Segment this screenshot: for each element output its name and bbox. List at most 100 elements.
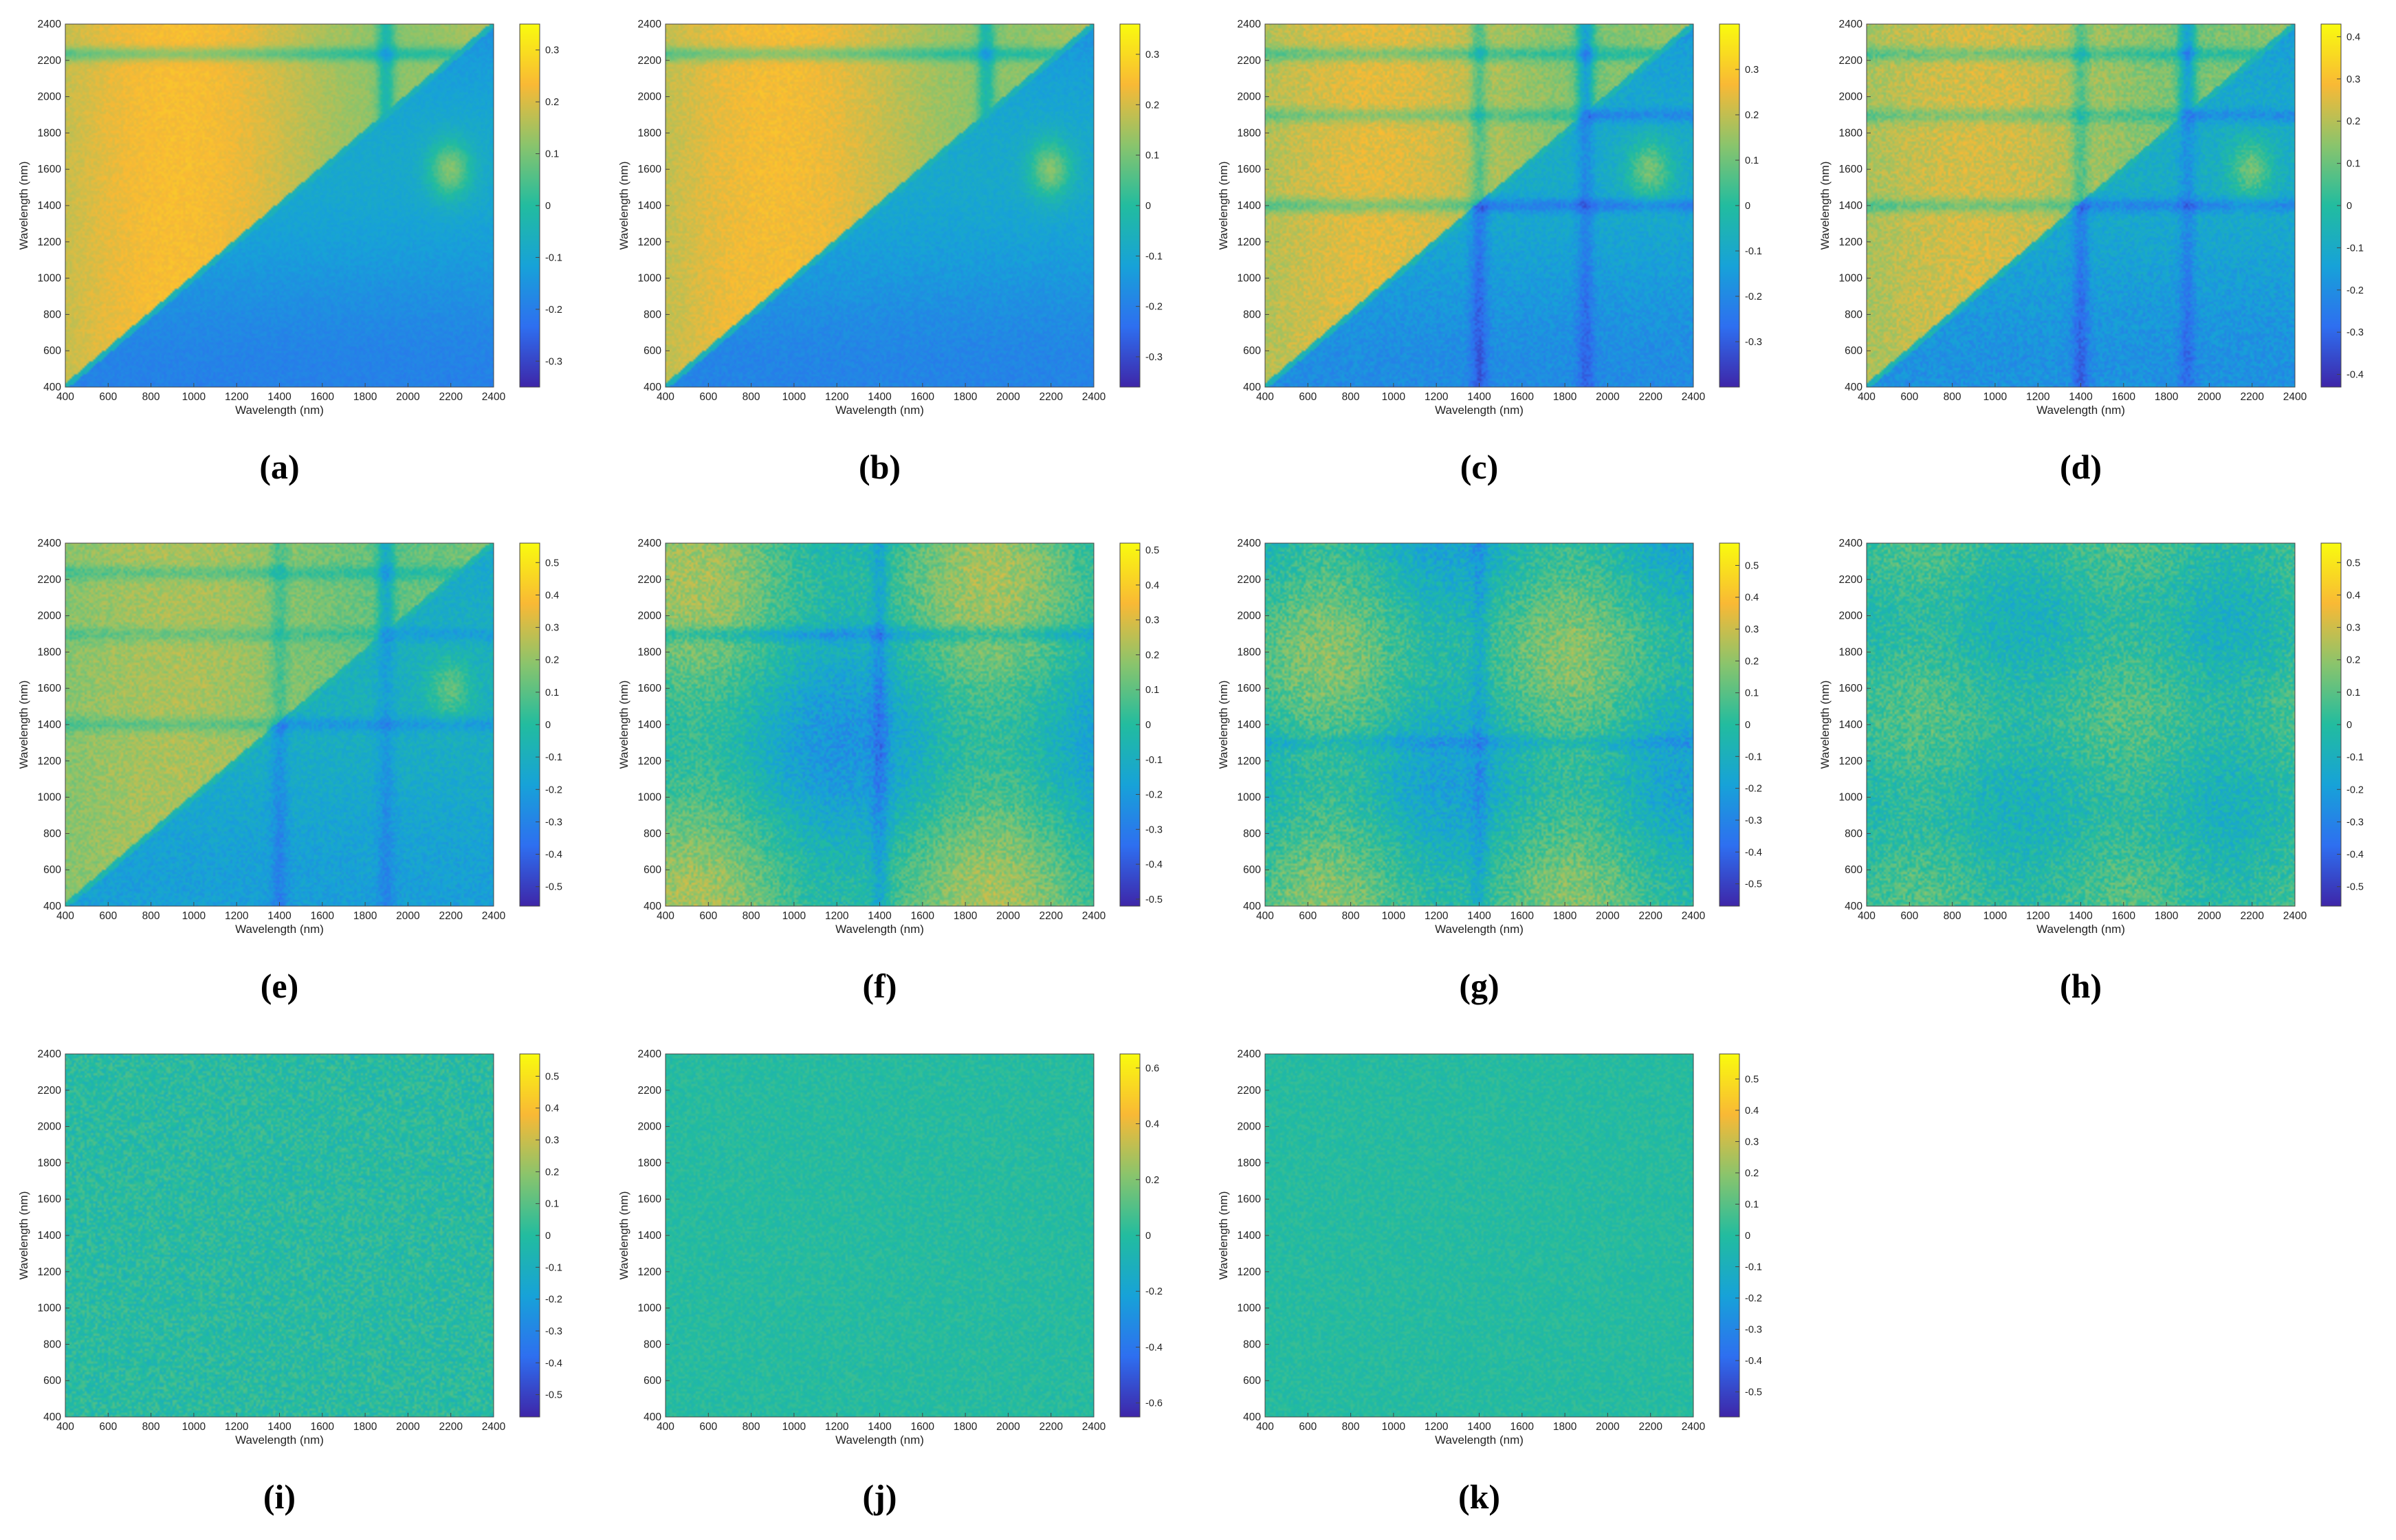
colorbar-tick-label: 0.2 xyxy=(1145,1175,1159,1186)
chart-panel-1: 400 600 800 1000 1200 1400 1600 1800 2000 2200 240… xyxy=(17,19,562,486)
y-tick-label: 1800 xyxy=(1238,127,1262,139)
y-tick-label: 1400 xyxy=(38,1230,62,1242)
x-axis-label: Wavelength (nm) xyxy=(235,404,324,417)
y-tick-label: 1200 xyxy=(1839,756,1863,767)
colorbar-tick-label: 0 xyxy=(1145,201,1151,212)
colorbar-tick-label: -0.3 xyxy=(1745,337,1762,348)
colorbar-tick-label: 0.1 xyxy=(1145,151,1159,162)
x-tick-label: 2200 xyxy=(439,1421,463,1433)
x-tick-label: 600 xyxy=(1299,910,1317,922)
y-tick-label: 2000 xyxy=(1839,610,1863,622)
colorbar-tick-label: 0.2 xyxy=(1745,1168,1759,1179)
y-tick-label: 2200 xyxy=(638,55,662,67)
x-tick-label: 1600 xyxy=(311,1421,335,1433)
x-tick-label: 1400 xyxy=(868,1421,892,1433)
colorbar-tick-label: 0.3 xyxy=(1145,50,1159,60)
y-tick-label: 1600 xyxy=(638,164,662,175)
y-tick-label: 400 xyxy=(644,901,661,912)
colorbar-tick-label: 0 xyxy=(1745,1231,1750,1242)
y-tick-label: 1400 xyxy=(1238,200,1262,212)
y-tick-label: 1600 xyxy=(1839,164,1863,175)
y-axis-label: Wavelength (nm) xyxy=(1818,681,1832,769)
y-tick-label: 1000 xyxy=(1238,1303,1262,1314)
x-tick-label: 1600 xyxy=(911,1421,935,1433)
colorbar-tick-label: 0.2 xyxy=(1745,656,1759,667)
colorbar-tick-label: -0.2 xyxy=(1745,292,1762,302)
colorbar-tick-label: -0.3 xyxy=(2346,327,2364,338)
y-tick-label: 1600 xyxy=(638,1194,662,1205)
y-tick-label: 800 xyxy=(1845,828,1862,839)
y-tick-label: 1400 xyxy=(1839,719,1863,731)
y-tick-label: 2400 xyxy=(638,1048,662,1060)
x-tick-label: 400 xyxy=(1256,1421,1274,1433)
y-tick-label: 1000 xyxy=(38,1303,62,1314)
x-tick-label: 1200 xyxy=(825,391,849,403)
colorbar-tick-label: 0.2 xyxy=(1145,100,1159,111)
y-tick-label: 1600 xyxy=(638,683,662,694)
y-tick-label: 800 xyxy=(1845,309,1862,320)
y-tick-label: 600 xyxy=(43,1375,61,1387)
x-tick-label: 2000 xyxy=(2197,910,2221,922)
x-tick-label: 2200 xyxy=(1039,1421,1063,1433)
x-tick-label: 400 xyxy=(657,391,674,403)
y-tick-label: 400 xyxy=(1243,382,1261,393)
colorbar-tick-label: -0.5 xyxy=(2346,882,2364,893)
y-tick-label: 2400 xyxy=(1839,538,1863,549)
x-tick-label: 2200 xyxy=(1039,391,1063,403)
y-tick-label: 2200 xyxy=(638,574,662,586)
x-tick-label: 2000 xyxy=(2197,391,2221,403)
x-tick-label: 600 xyxy=(99,910,117,922)
colorbar-tick-label: -0.4 xyxy=(2346,370,2364,381)
y-tick-label: 1400 xyxy=(638,1230,662,1242)
y-axis-label: Wavelength (nm) xyxy=(1818,162,1832,250)
y-tick-label: 600 xyxy=(1243,345,1261,357)
y-tick-label: 2200 xyxy=(1839,574,1863,586)
y-tick-label: 1800 xyxy=(1238,646,1262,658)
colorbar-tick-label: -0.1 xyxy=(1745,246,1762,257)
colorbar-tick-label: 0 xyxy=(2346,201,2352,212)
x-tick-label: 2000 xyxy=(996,1421,1020,1433)
y-tick-label: 1800 xyxy=(38,127,62,139)
x-tick-label: 1800 xyxy=(2155,910,2179,922)
y-tick-label: 2000 xyxy=(638,91,662,103)
x-tick-label: 1200 xyxy=(825,910,849,922)
colorbar-tick-label: 0.5 xyxy=(545,558,559,569)
x-tick-label: 1000 xyxy=(182,1421,206,1433)
x-tick-label: 800 xyxy=(743,391,760,403)
x-tick-label: 1400 xyxy=(1467,910,1491,922)
x-tick-label: 1800 xyxy=(1553,1421,1577,1433)
y-tick-label: 2400 xyxy=(638,538,662,549)
colorbar-tick-label: 0.1 xyxy=(545,1199,559,1210)
colorbar-tick-label: 0.2 xyxy=(2346,655,2360,666)
y-tick-label: 400 xyxy=(43,1411,61,1423)
colorbar-tick-label: 0.3 xyxy=(2346,74,2360,85)
x-tick-label: 800 xyxy=(1342,391,1360,403)
x-tick-label: 1400 xyxy=(2069,391,2093,403)
colorbar-tick-label: 0.1 xyxy=(2346,688,2360,698)
colorbar-tick-label: -0.1 xyxy=(1745,751,1762,762)
x-tick-label: 800 xyxy=(1342,1421,1360,1433)
y-tick-label: 2400 xyxy=(1238,538,1262,549)
y-tick-label: 2200 xyxy=(38,55,62,67)
y-tick-label: 400 xyxy=(43,382,61,393)
x-tick-label: 2200 xyxy=(2240,391,2264,403)
colorbar-tick-label: -0.2 xyxy=(545,1295,562,1306)
y-tick-label: 1200 xyxy=(638,236,662,248)
colorbar-tick-label: 0.4 xyxy=(1745,593,1759,604)
colorbar-tick-label: 0.2 xyxy=(1745,110,1759,121)
x-tick-label: 2400 xyxy=(1682,910,1706,922)
x-tick-label: 1400 xyxy=(267,910,292,922)
chart-panel-9: 400 600 800 1000 1200 1400 1600 1800 2000 2200 240… xyxy=(17,1048,562,1516)
x-tick-label: 400 xyxy=(56,1421,74,1433)
y-tick-label: 2400 xyxy=(38,1048,62,1060)
heatmap-image xyxy=(1265,1054,1693,1417)
panel-label: (a) xyxy=(259,448,299,486)
y-axis-label: Wavelength (nm) xyxy=(17,162,30,250)
y-tick-label: 1800 xyxy=(638,1157,662,1169)
panel-label: (d) xyxy=(2060,448,2102,486)
x-tick-label: 800 xyxy=(1944,910,1961,922)
y-tick-label: 1600 xyxy=(38,683,62,694)
x-tick-label: 600 xyxy=(1299,1421,1317,1433)
heatmap-image xyxy=(65,543,494,906)
colorbar-tick-label: 0.5 xyxy=(2346,558,2360,569)
